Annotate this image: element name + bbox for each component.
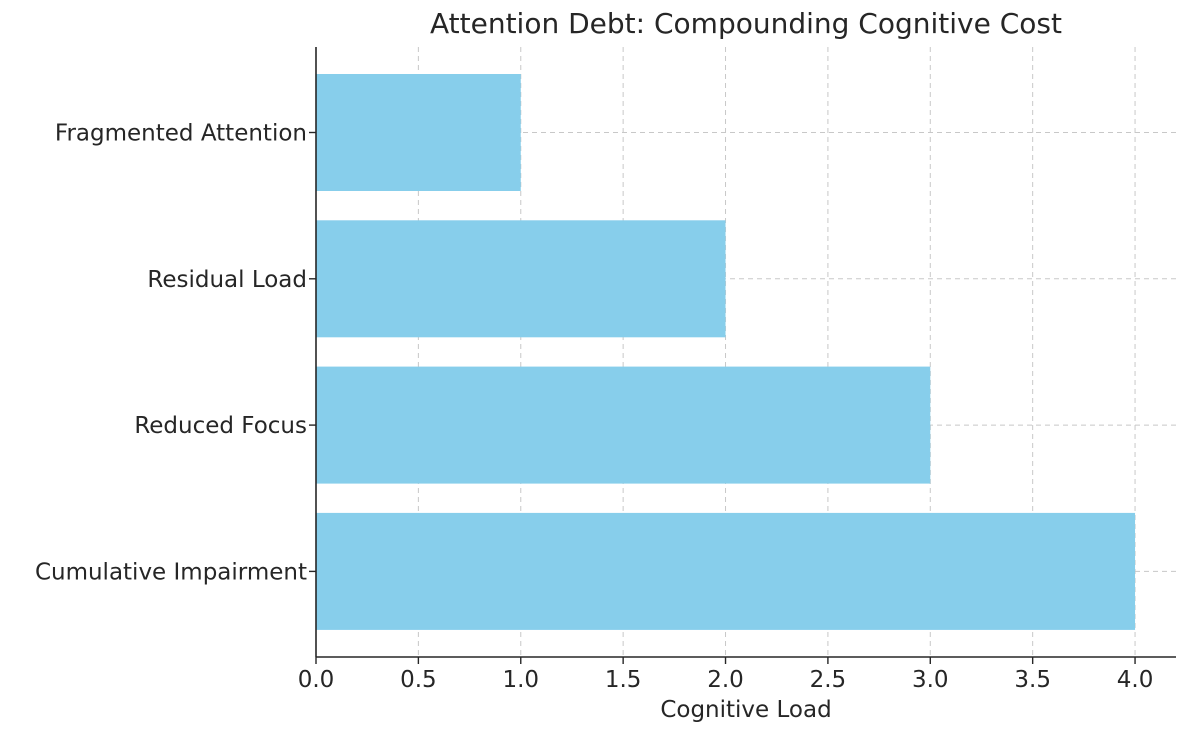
x-tick-layer: 0.0 0.5 1.0 1.5 2.0 2.5 3.0 3.5 4.0 (298, 657, 1154, 693)
y-tick-label: Residual Load (147, 267, 307, 293)
y-tick-label: Reduced Focus (134, 413, 307, 439)
x-tick-label: 3.0 (912, 667, 949, 693)
bar-cumulative-impairment (316, 512, 1136, 630)
x-tick-label: 2.5 (810, 667, 847, 693)
x-axis-label: Cognitive Load (660, 697, 831, 723)
bar-layer (316, 74, 1136, 630)
x-tick-label: 3.5 (1014, 667, 1051, 693)
bar-residual-load (316, 220, 726, 338)
bar-reduced-focus (316, 366, 931, 484)
x-tick-label: 2.0 (707, 667, 744, 693)
y-tick-label: Cumulative Impairment (35, 559, 307, 585)
x-tick-label: 0.5 (400, 667, 437, 693)
y-tick-label: Fragmented Attention (55, 121, 307, 147)
x-tick-label: 1.0 (502, 667, 539, 693)
x-tick-label: 4.0 (1117, 667, 1154, 693)
chart-title: Attention Debt: Compounding Cognitive Co… (430, 7, 1062, 40)
y-tick-layer: Fragmented Attention Residual Load Reduced… (35, 121, 316, 585)
x-tick-label: 0.0 (298, 667, 335, 693)
x-tick-label: 1.5 (605, 667, 642, 693)
bar-fragmented-attention (316, 74, 521, 191)
